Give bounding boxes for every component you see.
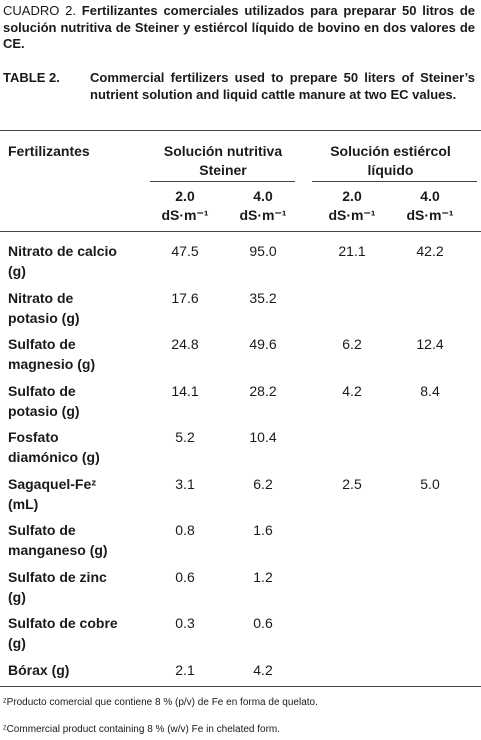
- caption-text: Fertilizantes comerciales utilizados par…: [3, 3, 475, 51]
- group-header: Solución estiércol líquido: [330, 143, 451, 178]
- group-rule: [312, 181, 477, 182]
- cell-value: 21.1: [338, 243, 366, 259]
- cell-value: 28.2: [249, 382, 277, 399]
- cell-value: 95.0: [249, 243, 277, 259]
- cell-value: 49.6: [249, 336, 277, 352]
- row-label: Sulfato de potasio (g): [8, 382, 80, 419]
- column-header: Fertilizantes: [8, 143, 90, 159]
- group-header: Solución nutritiva Steiner: [163, 143, 283, 178]
- cell-value: 6.2: [253, 475, 273, 492]
- row-label: Nitrato de calcio (g): [8, 243, 117, 279]
- cell-value: 35.2: [249, 289, 277, 306]
- top-rule: [0, 130, 481, 131]
- subheader-value: 4.0: [420, 188, 440, 204]
- subheader-unit: dS·m⁻¹: [328, 207, 376, 223]
- cell-value: 4.2: [253, 661, 273, 678]
- cell-value: 4.2: [342, 382, 362, 399]
- cell-value: 17.6: [171, 289, 199, 306]
- subheader-value: 2.0: [175, 188, 195, 204]
- group-rule: [150, 181, 295, 182]
- cell-value: 0.3: [175, 615, 195, 631]
- subheader-value: 2.0: [342, 188, 362, 204]
- footnote: ᶻCommercial product containing 8 % (w/v)…: [3, 724, 281, 735]
- cell-value: 1.2: [253, 568, 273, 585]
- bottom-rule: [0, 686, 481, 687]
- row-label: Sulfato de zinc (g): [8, 568, 107, 605]
- subheader-unit: dS·m⁻¹: [406, 207, 454, 223]
- footnote: ᶻProducto comercial que contiene 8 % (p/…: [3, 697, 318, 708]
- row-label: Sagaquel-Feᶻ (mL): [8, 475, 97, 512]
- cell-value: 12.4: [416, 336, 444, 352]
- cell-value: 3.1: [175, 475, 195, 492]
- cell-value: 2.1: [175, 661, 195, 678]
- cell-value: 0.6: [175, 568, 195, 585]
- row-label: Nitrato de potasio (g): [8, 289, 80, 326]
- cell-value: 14.1: [171, 382, 199, 399]
- caption-es: CUADRO 2. Fertilizantes comerciales util…: [3, 3, 475, 53]
- cell-value: 42.2: [416, 243, 444, 259]
- table-label: TABLE 2.: [3, 70, 60, 85]
- cell-value: 1.6: [253, 522, 273, 538]
- cell-value: 2.5: [342, 475, 362, 492]
- cell-value: 5.0: [420, 475, 440, 492]
- row-label: Sulfato de manganeso (g): [8, 522, 108, 558]
- cell-value: 8.4: [420, 382, 440, 399]
- cell-value: 10.4: [249, 429, 277, 445]
- cell-value: 5.2: [175, 429, 195, 445]
- subheader-value: 4.0: [253, 188, 273, 204]
- table-caption: Commercial fertilizers used to prepare 5…: [90, 70, 475, 102]
- row-label: Bórax (g): [8, 661, 70, 678]
- row-label: Fosfato diamónico (g): [8, 429, 100, 465]
- cell-value: 0.6: [253, 615, 273, 631]
- subheader-unit: dS·m⁻¹: [239, 207, 287, 223]
- subheader-unit: dS·m⁻¹: [161, 207, 209, 223]
- cell-value: 47.5: [171, 243, 199, 259]
- row-label: Sulfato de cobre (g): [8, 615, 118, 651]
- cell-value: 6.2: [342, 336, 362, 352]
- row-label: Sulfato de magnesio (g): [8, 336, 96, 372]
- cell-value: 24.8: [171, 336, 199, 352]
- cell-value: 0.8: [175, 522, 195, 538]
- header-rule: [0, 231, 481, 232]
- caption-label: CUADRO 2.: [3, 3, 76, 18]
